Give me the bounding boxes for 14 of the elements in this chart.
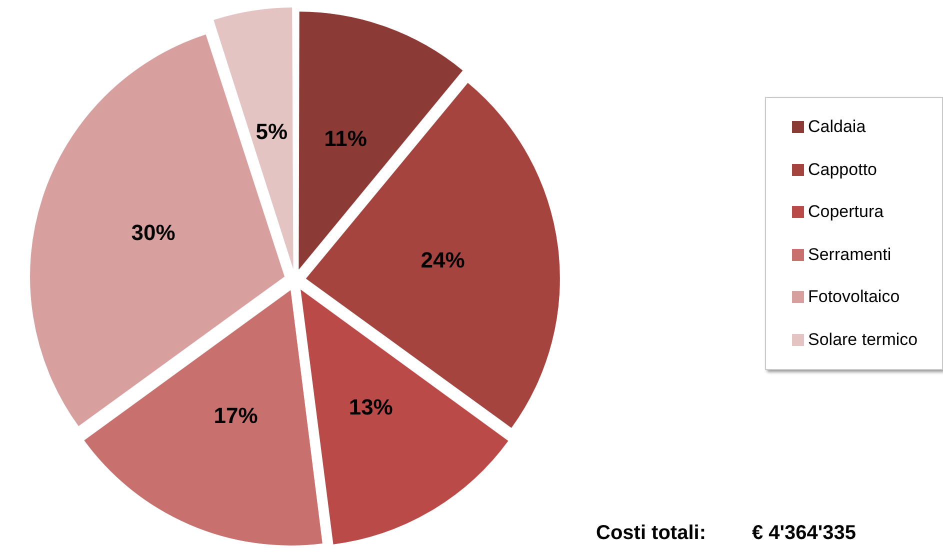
legend-label: Fotovoltaico: [808, 287, 900, 308]
data-label: 30%: [131, 220, 176, 246]
data-label: 17%: [214, 402, 258, 428]
text: Costi totali:: [596, 522, 706, 545]
data-label: 24%: [420, 247, 465, 272]
data-label: 5%: [256, 118, 288, 144]
legend-label: Cappotto: [808, 160, 877, 180]
legend-label: Caldaia: [808, 117, 866, 138]
legend-label: Copertura: [808, 202, 884, 222]
data-label: 13%: [348, 394, 393, 420]
legend-label: Serramenti: [808, 244, 892, 265]
text: € 4'364'335: [752, 522, 856, 545]
data-label: 11%: [324, 126, 367, 151]
legend-label: Solare termico: [808, 330, 918, 350]
